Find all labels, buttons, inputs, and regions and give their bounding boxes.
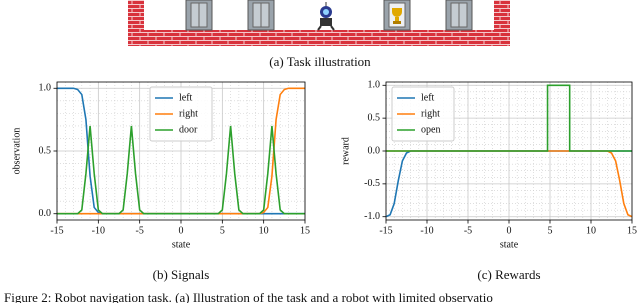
legend-label: left: [179, 92, 193, 103]
x-tick-label: -10: [420, 225, 433, 236]
series-line: [57, 125, 305, 215]
legend-label: open: [421, 124, 440, 135]
door-trophy: [383, 0, 411, 31]
x-tick-label: 15: [627, 225, 637, 236]
door: [445, 0, 473, 31]
task-illustration: (a) Task illustration: [128, 0, 510, 69]
plot-frame: [385, 81, 633, 221]
x-tick-label: 5: [548, 225, 553, 236]
legend-box: [391, 86, 455, 142]
legend: left right door: [149, 86, 213, 142]
legend-box: [149, 86, 213, 142]
y-axis-label: observation: [11, 128, 22, 175]
figure-caption: Figure 2: Robot navigation task. (a) Ill…: [4, 290, 493, 303]
legend-label: door: [179, 124, 198, 135]
y-tick-label: 0.0: [39, 208, 52, 219]
x-tick-label: -15: [50, 225, 63, 236]
y-axis-label: reward: [340, 137, 351, 165]
chart-panel: -15 -10 -5 0 5 10 15 0.0 0.5 1.0 left right door stat…: [11, 81, 310, 282]
chart-panel: -15 -10 -5 0 5 10 15 -1.0 -0.5 0.0 0.5 1.0 left right…: [340, 80, 637, 282]
y-tick-label: 0.5: [368, 112, 381, 123]
x-tick-label: 10: [259, 225, 269, 236]
x-tick-label: -5: [464, 225, 472, 236]
x-tick-label: 0: [507, 225, 512, 236]
x-axis-label: state: [172, 239, 191, 250]
x-tick-label: 15: [300, 225, 310, 236]
x-tick-label: 10: [586, 225, 596, 236]
x-tick-label: -10: [92, 225, 105, 236]
robot: [317, 2, 335, 31]
y-tick-label: 0.0: [368, 145, 381, 156]
x-axis-label: state: [500, 239, 519, 250]
y-tick-label: 0.5: [39, 145, 52, 156]
y-tick-label: -0.5: [364, 178, 380, 189]
legend-label: right: [421, 108, 440, 119]
x-tick-label: 0: [179, 225, 184, 236]
series-line: [386, 84, 632, 152]
x-tick-label: -5: [135, 225, 143, 236]
legend-label: right: [179, 108, 198, 119]
door: [247, 0, 275, 31]
x-tick-label: 5: [220, 225, 225, 236]
x-tick-label: -15: [379, 225, 392, 236]
chart-caption: (b) Signals: [153, 267, 210, 282]
chart-caption: (c) Rewards: [477, 267, 540, 282]
legend-label: left: [421, 92, 435, 103]
illustration-caption: (a) Task illustration: [269, 54, 371, 69]
plot-frame: [56, 81, 306, 221]
legend: left right open: [391, 86, 455, 142]
door: [185, 0, 213, 31]
y-tick-label: 1.0: [39, 83, 52, 94]
y-tick-label: -1.0: [364, 211, 380, 222]
y-tick-label: 1.0: [368, 80, 381, 91]
